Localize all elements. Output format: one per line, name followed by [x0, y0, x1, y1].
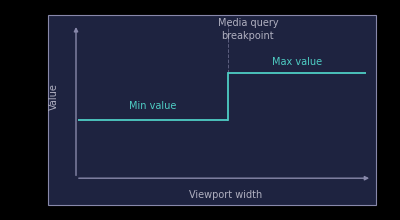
Text: Max value: Max value	[272, 57, 322, 67]
Text: Min value: Min value	[129, 101, 177, 111]
Text: Viewport width: Viewport width	[189, 190, 263, 200]
Bar	[48, 15, 376, 205]
Text: Value: Value	[49, 83, 59, 110]
Text: Media query
breakpoint: Media query breakpoint	[218, 18, 278, 41]
